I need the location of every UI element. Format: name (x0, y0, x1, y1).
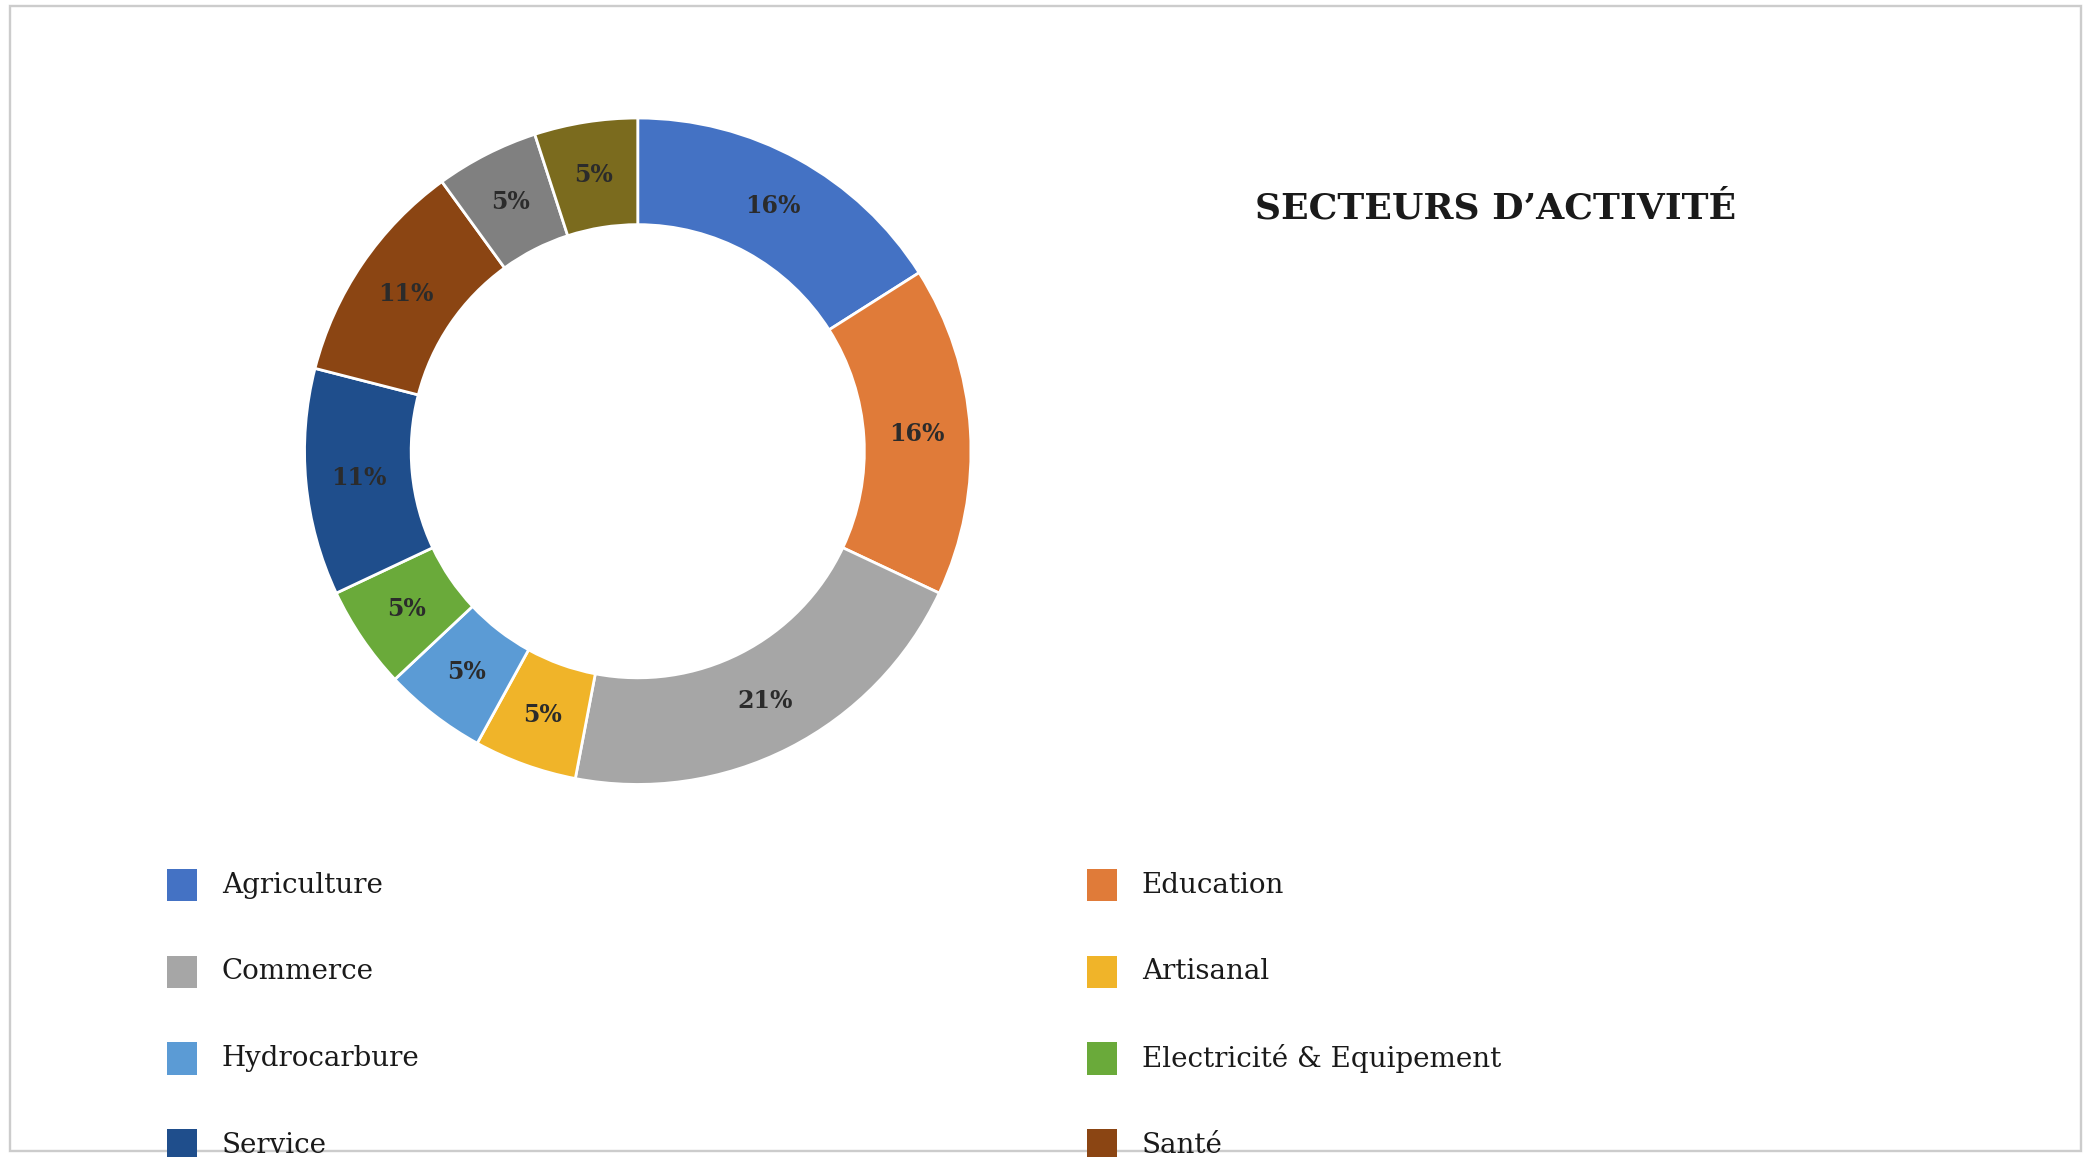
Text: 5%: 5% (575, 163, 613, 186)
Text: Artisanal: Artisanal (1142, 958, 1269, 986)
Text: 21%: 21% (738, 688, 792, 713)
Text: Electricité & Equipement: Electricité & Equipement (1142, 1044, 1501, 1074)
Wedge shape (575, 547, 939, 784)
Text: 5%: 5% (387, 597, 427, 620)
Text: Education: Education (1142, 871, 1284, 899)
Text: 16%: 16% (744, 194, 801, 218)
Text: SECTEURS D’ACTIVITÉ: SECTEURS D’ACTIVITÉ (1255, 191, 1736, 226)
Text: 11%: 11% (330, 465, 387, 489)
Wedge shape (337, 547, 473, 679)
Text: 5%: 5% (447, 661, 485, 685)
Text: 5%: 5% (523, 702, 562, 727)
Wedge shape (638, 118, 920, 330)
Text: Santé: Santé (1142, 1132, 1223, 1157)
Wedge shape (477, 650, 596, 779)
Text: 5%: 5% (491, 190, 531, 214)
Text: 16%: 16% (889, 421, 945, 445)
Wedge shape (441, 134, 569, 268)
Text: Commerce: Commerce (222, 958, 374, 986)
Wedge shape (395, 606, 529, 743)
Wedge shape (305, 368, 433, 594)
Text: Agriculture: Agriculture (222, 871, 383, 899)
Wedge shape (828, 273, 970, 594)
Text: Hydrocarbure: Hydrocarbure (222, 1045, 420, 1073)
Wedge shape (535, 118, 638, 236)
Text: 11%: 11% (378, 282, 435, 305)
Wedge shape (316, 182, 504, 395)
Text: Service: Service (222, 1132, 326, 1157)
